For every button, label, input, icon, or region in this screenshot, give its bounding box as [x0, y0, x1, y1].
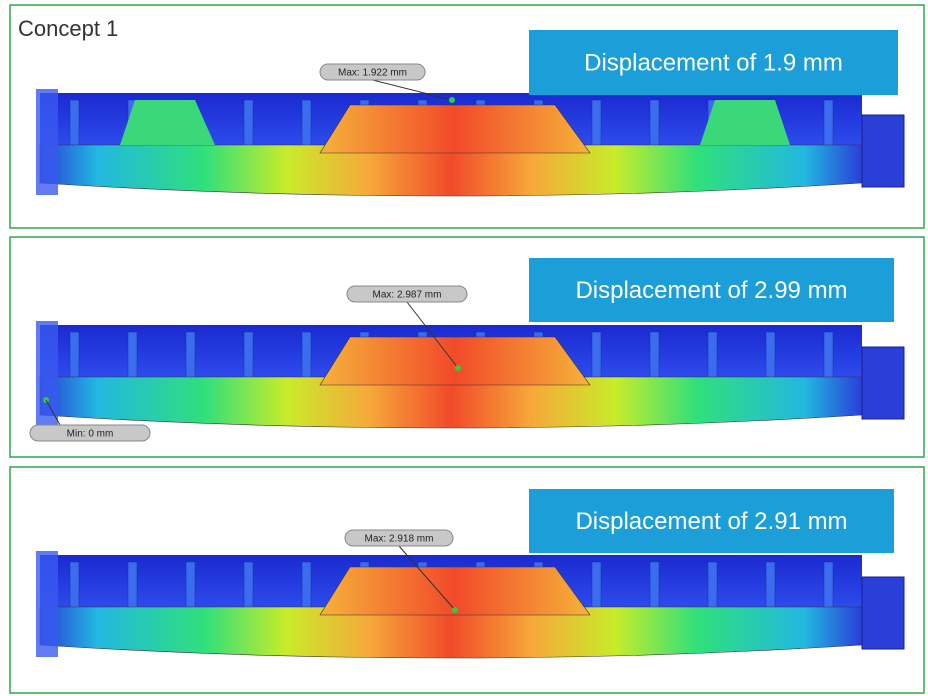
beam-bottom [39, 376, 863, 429]
end-cap [861, 576, 905, 650]
panel: Max: 1.922 mm Displacement of 1.9 mm [9, 4, 925, 229]
post [649, 561, 660, 613]
post [707, 331, 718, 383]
post [243, 99, 254, 151]
max-pill [344, 529, 454, 547]
leader [372, 79, 453, 101]
max-dot [452, 607, 458, 613]
end-cap [36, 89, 58, 195]
beam-center [319, 336, 591, 386]
post [69, 99, 80, 151]
post [591, 331, 602, 383]
beam [36, 321, 905, 429]
beam-bottom [39, 144, 863, 197]
post [591, 99, 602, 151]
post [243, 561, 254, 613]
post [765, 331, 776, 383]
end-cap [861, 114, 905, 188]
max-pill [319, 63, 426, 81]
post [185, 561, 196, 613]
max-pill [346, 285, 468, 303]
leader [406, 301, 459, 369]
post [649, 99, 660, 151]
wedge [120, 100, 215, 145]
min-pill [29, 424, 151, 442]
post [69, 561, 80, 613]
leader [45, 399, 61, 426]
panel: Max: 2.918 mm Displacement of 2.91 mm [9, 466, 925, 694]
post [707, 561, 718, 613]
label-box [529, 258, 894, 322]
panel: Max: 2.987 mm Min: 0 mm Displacement of 2.… [9, 236, 925, 458]
min-label: Min: 0 mm [67, 429, 114, 440]
beam-bottom [39, 606, 863, 659]
beam-center [319, 566, 591, 616]
max-label: Max: 1.922 mm [338, 68, 407, 79]
post [591, 561, 602, 613]
beam-center [319, 104, 591, 154]
end-cap [36, 551, 58, 657]
max-dot [449, 97, 455, 103]
label-box [529, 489, 894, 553]
beam [36, 551, 905, 659]
max-label: Max: 2.918 mm [365, 534, 434, 545]
post [823, 99, 834, 151]
max-label: Max: 2.987 mm [373, 290, 442, 301]
end-cap [36, 321, 58, 427]
beam [36, 89, 905, 197]
displacement-label: Displacement of 2.99 mm [575, 277, 847, 304]
post [127, 561, 138, 613]
post [649, 331, 660, 383]
max-dot [455, 365, 461, 371]
post [301, 561, 312, 613]
post [69, 331, 80, 383]
post [823, 331, 834, 383]
post [765, 561, 776, 613]
post [185, 331, 196, 383]
end-cap [861, 346, 905, 420]
post [301, 99, 312, 151]
leader [398, 545, 456, 611]
displacement-label: Displacement of 1.9 mm [584, 50, 843, 77]
displacement-label: Displacement of 2.91 mm [575, 508, 847, 535]
label-box [529, 30, 898, 95]
post [127, 331, 138, 383]
wedge [700, 100, 790, 145]
title: Concept 1 [18, 16, 118, 41]
post [823, 561, 834, 613]
post [301, 331, 312, 383]
post [243, 331, 254, 383]
